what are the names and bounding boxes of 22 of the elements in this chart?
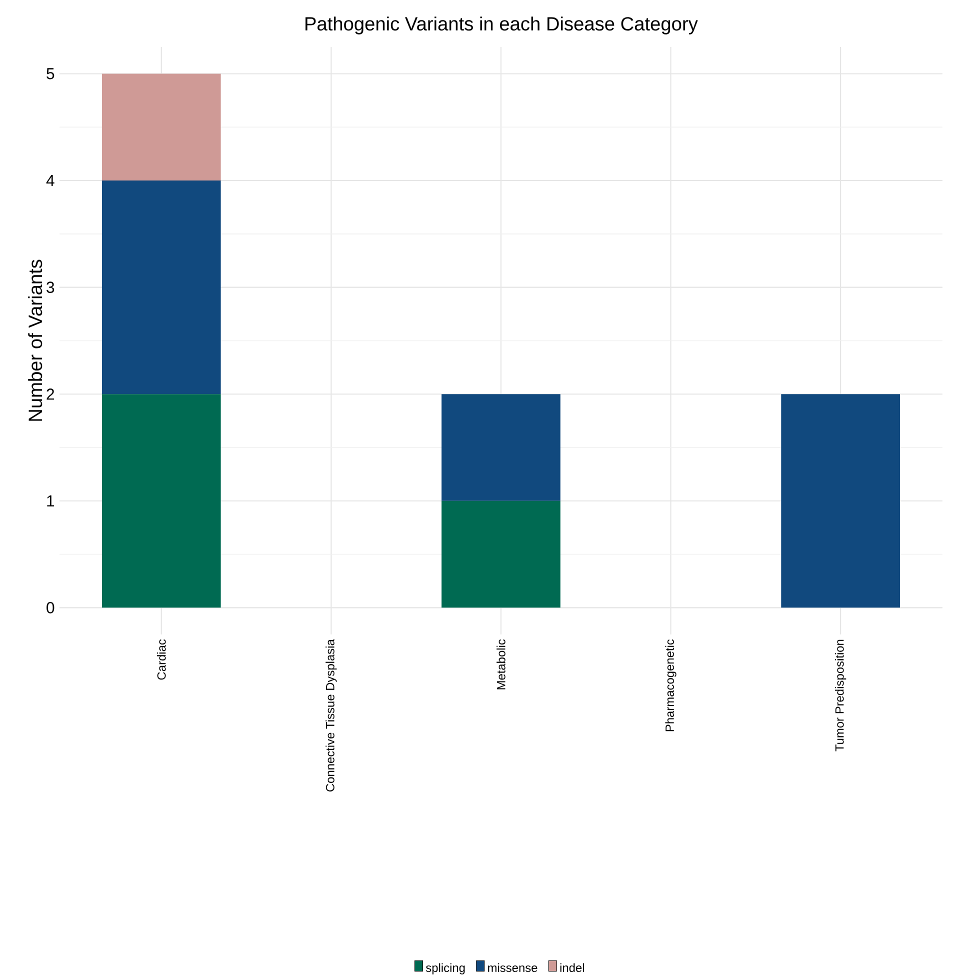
bar	[781, 394, 900, 608]
legend-label: indel	[560, 963, 584, 972]
x-tick-label: Tumor Predisposition	[835, 640, 846, 752]
bar	[102, 394, 221, 608]
legend-label: splicing	[426, 963, 465, 974]
y-tick-label: 5	[46, 68, 54, 80]
x-tick-label: Cardiac	[157, 639, 166, 680]
bar	[102, 180, 221, 394]
x-tick-label: Connective Tissue Dysplasia	[326, 639, 337, 792]
y-tick-label: 1	[47, 495, 54, 506]
bar	[442, 394, 561, 501]
legend-label: missense	[488, 963, 538, 972]
y-tick-label: 0	[46, 602, 54, 614]
x-tick-label: Pharmacogenetic	[665, 639, 676, 732]
y-tick-label: 3	[46, 282, 54, 293]
bar	[102, 74, 221, 181]
bar	[442, 500, 561, 608]
y-axis-title: Number of Variants	[28, 260, 42, 421]
y-tick-label: 4	[46, 175, 54, 186]
x-tick-label: Metabolic	[496, 639, 506, 690]
y-tick-label: 2	[46, 388, 54, 400]
chart-title: Pathogenic Variants in each Disease Category	[306, 16, 698, 34]
